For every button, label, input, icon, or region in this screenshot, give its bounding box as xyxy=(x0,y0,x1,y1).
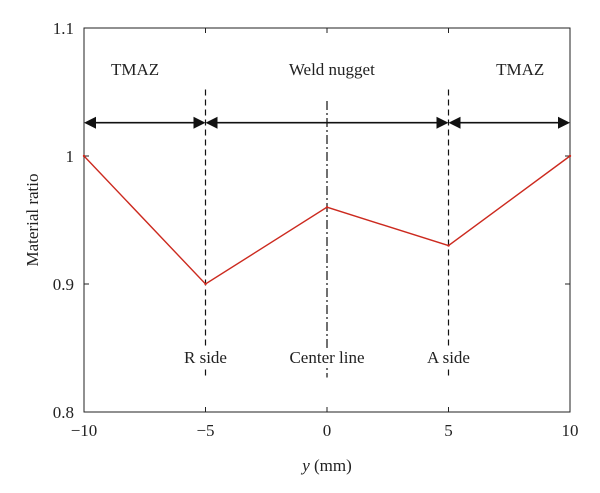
reference-label: A side xyxy=(427,348,470,367)
data-point xyxy=(568,154,572,158)
region-arrowhead xyxy=(84,116,96,129)
y-tick-label: 0.9 xyxy=(53,275,74,294)
reference-label-bg xyxy=(425,347,472,367)
x-axis-label: y (mm) xyxy=(300,456,352,475)
x-tick-label: 10 xyxy=(562,421,579,440)
y-tick-label: 1 xyxy=(66,147,75,166)
reference-label: R side xyxy=(184,348,227,367)
y-tick-label: 1.1 xyxy=(53,19,74,38)
region-arrowhead xyxy=(448,116,461,129)
reference-label: Center line xyxy=(289,348,364,367)
x-tick-label: −10 xyxy=(71,421,98,440)
region-arrowhead xyxy=(558,116,570,129)
x-axis-variable: y xyxy=(300,456,310,475)
region-label: Weld nugget xyxy=(289,60,375,79)
reference-label-bg xyxy=(287,347,367,367)
region-label: TMAZ xyxy=(496,60,544,79)
x-axis-unit: (mm) xyxy=(310,456,352,475)
data-point xyxy=(82,154,86,158)
data-point xyxy=(325,206,329,209)
y-axis-label: Material ratio xyxy=(23,174,42,267)
data-point xyxy=(204,282,207,286)
region-arrowhead xyxy=(436,116,449,129)
y-tick-label: 0.8 xyxy=(53,403,74,422)
data-point xyxy=(447,244,450,247)
region-arrowhead xyxy=(193,116,206,129)
x-tick-label: 5 xyxy=(444,421,453,440)
reference-label-bg xyxy=(182,347,229,367)
region-arrowhead xyxy=(205,116,218,129)
x-tick-label: −5 xyxy=(196,421,214,440)
x-tick-label: 0 xyxy=(323,421,332,440)
region-label: TMAZ xyxy=(111,60,159,79)
